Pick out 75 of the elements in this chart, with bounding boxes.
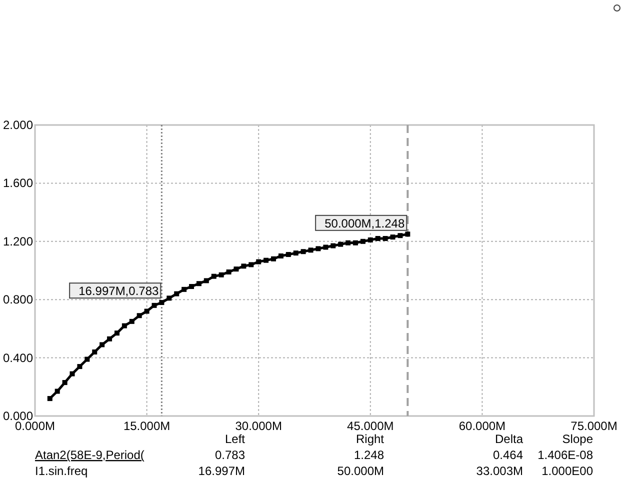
annotation: 50.000M,1.248 bbox=[324, 216, 405, 230]
point bbox=[278, 253, 284, 258]
text: Atan2(58E-9,Period( bbox=[35, 448, 144, 462]
point bbox=[196, 281, 202, 286]
x-tick-label: 45.000M bbox=[347, 419, 394, 433]
point bbox=[182, 286, 187, 292]
point bbox=[122, 323, 127, 328]
text: 1.248 bbox=[354, 448, 384, 462]
point bbox=[264, 258, 269, 263]
point bbox=[330, 243, 336, 248]
point bbox=[159, 300, 164, 306]
point bbox=[144, 308, 150, 314]
point bbox=[70, 371, 75, 376]
point bbox=[77, 364, 82, 370]
text: I1.sin.freq bbox=[35, 464, 88, 478]
point bbox=[248, 262, 254, 268]
point bbox=[218, 272, 224, 278]
x-tick-label: 15.000M bbox=[123, 419, 170, 433]
text: Slope bbox=[562, 432, 594, 446]
point bbox=[129, 318, 134, 324]
point bbox=[189, 284, 194, 290]
point bbox=[107, 336, 112, 342]
y-tick-label: 2.000 bbox=[2, 118, 34, 132]
point bbox=[62, 380, 68, 386]
point bbox=[204, 278, 209, 284]
annotation: 16.997M,0.783 bbox=[78, 284, 160, 298]
point bbox=[323, 244, 328, 250]
point bbox=[234, 266, 239, 272]
point bbox=[211, 274, 216, 279]
point bbox=[241, 264, 246, 269]
point bbox=[390, 234, 396, 240]
point bbox=[174, 291, 180, 296]
point bbox=[346, 240, 351, 246]
point bbox=[226, 269, 232, 274]
point bbox=[271, 256, 276, 262]
point bbox=[54, 388, 60, 394]
y-tick-label: 1.600 bbox=[2, 176, 34, 190]
point bbox=[338, 242, 344, 247]
x-tick-label: 75.000M bbox=[570, 419, 618, 433]
point bbox=[360, 238, 366, 244]
point bbox=[256, 259, 262, 264]
y-tick-label: 0.800 bbox=[2, 292, 34, 307]
point bbox=[47, 396, 52, 402]
point bbox=[92, 349, 98, 354]
text: 1.406E-08 bbox=[538, 448, 594, 462]
text: 16.997M bbox=[198, 464, 245, 478]
text: 0.783 bbox=[214, 448, 246, 462]
point bbox=[316, 246, 321, 252]
text: 0.464 bbox=[492, 448, 524, 462]
text: 1.000E00 bbox=[542, 464, 594, 478]
point bbox=[84, 356, 90, 362]
x-tick-label: 30.000M bbox=[235, 419, 282, 433]
x-tick-label: 60.000M bbox=[458, 419, 506, 433]
point bbox=[308, 248, 314, 253]
point bbox=[382, 236, 388, 241]
point bbox=[368, 237, 373, 242]
text: 50.000M bbox=[337, 464, 384, 478]
point bbox=[114, 330, 120, 336]
point bbox=[166, 296, 172, 301]
point bbox=[352, 240, 358, 246]
point bbox=[286, 252, 291, 257]
y-tick-label: 1.200 bbox=[2, 234, 34, 248]
text: Right bbox=[356, 432, 385, 446]
text: Left bbox=[224, 432, 246, 446]
point bbox=[375, 236, 380, 241]
y-tick-label: 0.400 bbox=[2, 350, 34, 365]
text: Delta bbox=[494, 432, 524, 446]
point bbox=[300, 249, 306, 254]
point bbox=[405, 232, 410, 237]
text: 33.003M bbox=[476, 464, 523, 478]
point bbox=[152, 302, 157, 308]
point bbox=[136, 313, 142, 318]
point bbox=[398, 233, 403, 238]
point bbox=[100, 342, 105, 348]
point bbox=[293, 250, 298, 256]
